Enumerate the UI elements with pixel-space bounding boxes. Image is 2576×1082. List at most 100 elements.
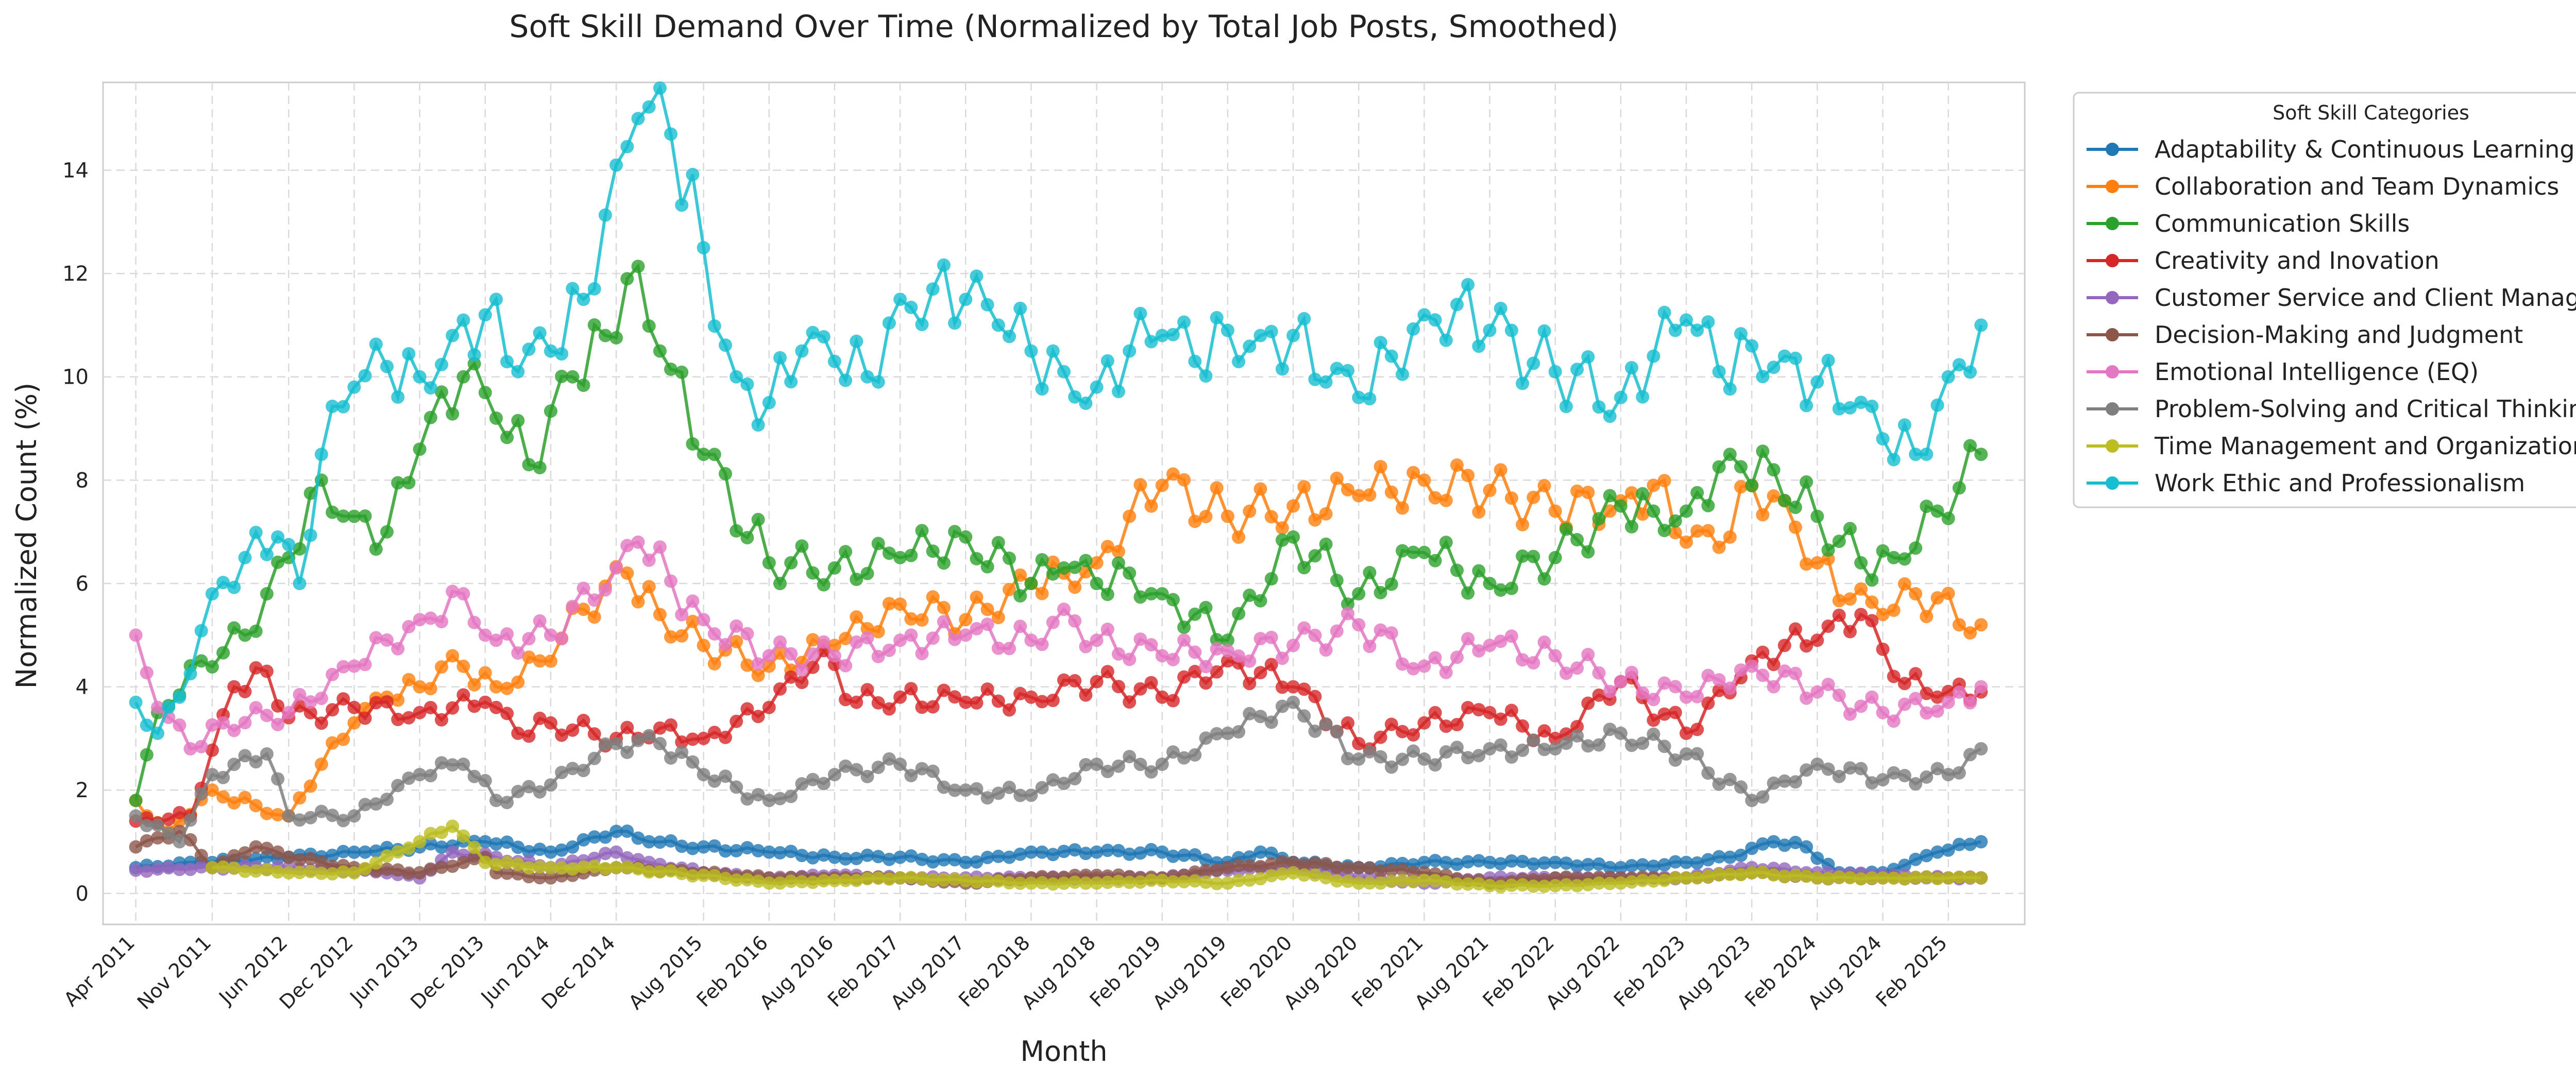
data-point xyxy=(1232,649,1246,663)
data-point xyxy=(467,840,481,854)
data-point xyxy=(162,861,176,875)
data-point xyxy=(893,293,907,306)
data-point xyxy=(1461,701,1475,714)
data-point xyxy=(795,663,809,677)
data-point xyxy=(533,614,547,628)
data-point xyxy=(598,830,612,844)
data-point xyxy=(1013,301,1027,315)
data-point xyxy=(707,657,721,671)
data-point xyxy=(1253,666,1267,680)
data-point xyxy=(1123,509,1137,523)
data-point xyxy=(500,796,514,810)
data-point xyxy=(707,726,721,740)
legend-label: Adaptability & Continuous Learning xyxy=(2155,135,2575,163)
data-point xyxy=(1897,769,1911,782)
data-point xyxy=(1100,665,1114,679)
data-point xyxy=(1974,318,1988,332)
data-point xyxy=(937,683,951,697)
data-point xyxy=(1264,715,1278,729)
data-point xyxy=(391,390,405,404)
data-point xyxy=(1963,696,1977,710)
data-point xyxy=(1647,874,1660,888)
data-point xyxy=(456,829,470,843)
data-point xyxy=(730,873,743,887)
data-point xyxy=(1559,878,1573,892)
data-point xyxy=(1974,618,1988,632)
data-point xyxy=(784,789,798,803)
data-point xyxy=(1614,876,1628,890)
data-point xyxy=(1614,675,1628,689)
data-point xyxy=(1177,473,1191,487)
data-point xyxy=(1865,399,1879,413)
data-point xyxy=(1297,709,1311,723)
data-point xyxy=(358,862,372,875)
legend-swatch-marker xyxy=(2106,217,2119,230)
data-point xyxy=(1450,650,1464,664)
data-point xyxy=(1286,680,1300,694)
data-point xyxy=(1090,556,1104,570)
data-point xyxy=(1297,682,1311,696)
data-point xyxy=(719,769,732,783)
data-point xyxy=(1668,753,1682,767)
data-point xyxy=(314,758,328,771)
data-point xyxy=(1363,488,1377,502)
data-point xyxy=(358,798,372,812)
data-point xyxy=(1341,597,1354,611)
data-point xyxy=(271,699,285,713)
data-point xyxy=(980,603,994,616)
data-point xyxy=(1275,533,1289,547)
data-point xyxy=(1232,858,1246,872)
data-point xyxy=(1406,545,1420,559)
data-point xyxy=(751,710,765,724)
data-point xyxy=(1417,659,1431,673)
data-point xyxy=(1690,690,1704,703)
data-point xyxy=(948,525,962,539)
data-point xyxy=(1603,409,1617,423)
data-point xyxy=(1647,504,1660,518)
data-point xyxy=(1100,588,1114,602)
data-point xyxy=(1756,444,1770,458)
data-point xyxy=(478,666,492,680)
data-point xyxy=(303,695,317,709)
data-point xyxy=(1920,500,1934,513)
data-point xyxy=(1974,680,1988,694)
data-point xyxy=(970,552,984,565)
legend-item: Problem-Solving and Critical Thinking xyxy=(2087,395,2576,423)
data-point xyxy=(1297,312,1311,325)
data-point xyxy=(1504,323,1518,337)
data-point xyxy=(860,769,874,783)
data-point xyxy=(1221,654,1234,668)
data-point xyxy=(620,861,634,874)
data-point xyxy=(762,649,776,663)
data-point xyxy=(991,641,1005,655)
data-point xyxy=(762,845,776,859)
data-point xyxy=(1920,849,1934,863)
data-point xyxy=(871,649,885,663)
data-point xyxy=(129,794,143,808)
data-point xyxy=(1494,463,1507,477)
data-point xyxy=(1221,509,1234,523)
data-point xyxy=(1680,690,1693,704)
y-tick-label: 10 xyxy=(62,366,89,389)
data-point xyxy=(882,546,896,560)
data-point xyxy=(1909,448,1923,461)
data-point xyxy=(653,736,667,750)
data-point xyxy=(183,667,197,681)
data-point xyxy=(871,761,885,774)
data-point xyxy=(751,668,765,682)
data-point xyxy=(773,846,787,860)
data-point xyxy=(1384,626,1398,640)
data-point xyxy=(413,370,427,384)
data-point xyxy=(533,871,547,885)
data-point xyxy=(1177,751,1191,765)
data-point xyxy=(1570,879,1584,892)
data-point xyxy=(1832,535,1846,548)
data-point xyxy=(1428,491,1442,505)
data-point xyxy=(423,862,437,876)
data-point xyxy=(391,779,405,793)
data-point xyxy=(566,840,580,854)
data-point xyxy=(817,777,831,791)
data-point xyxy=(904,682,918,696)
data-point xyxy=(839,873,853,887)
data-point xyxy=(970,590,984,604)
